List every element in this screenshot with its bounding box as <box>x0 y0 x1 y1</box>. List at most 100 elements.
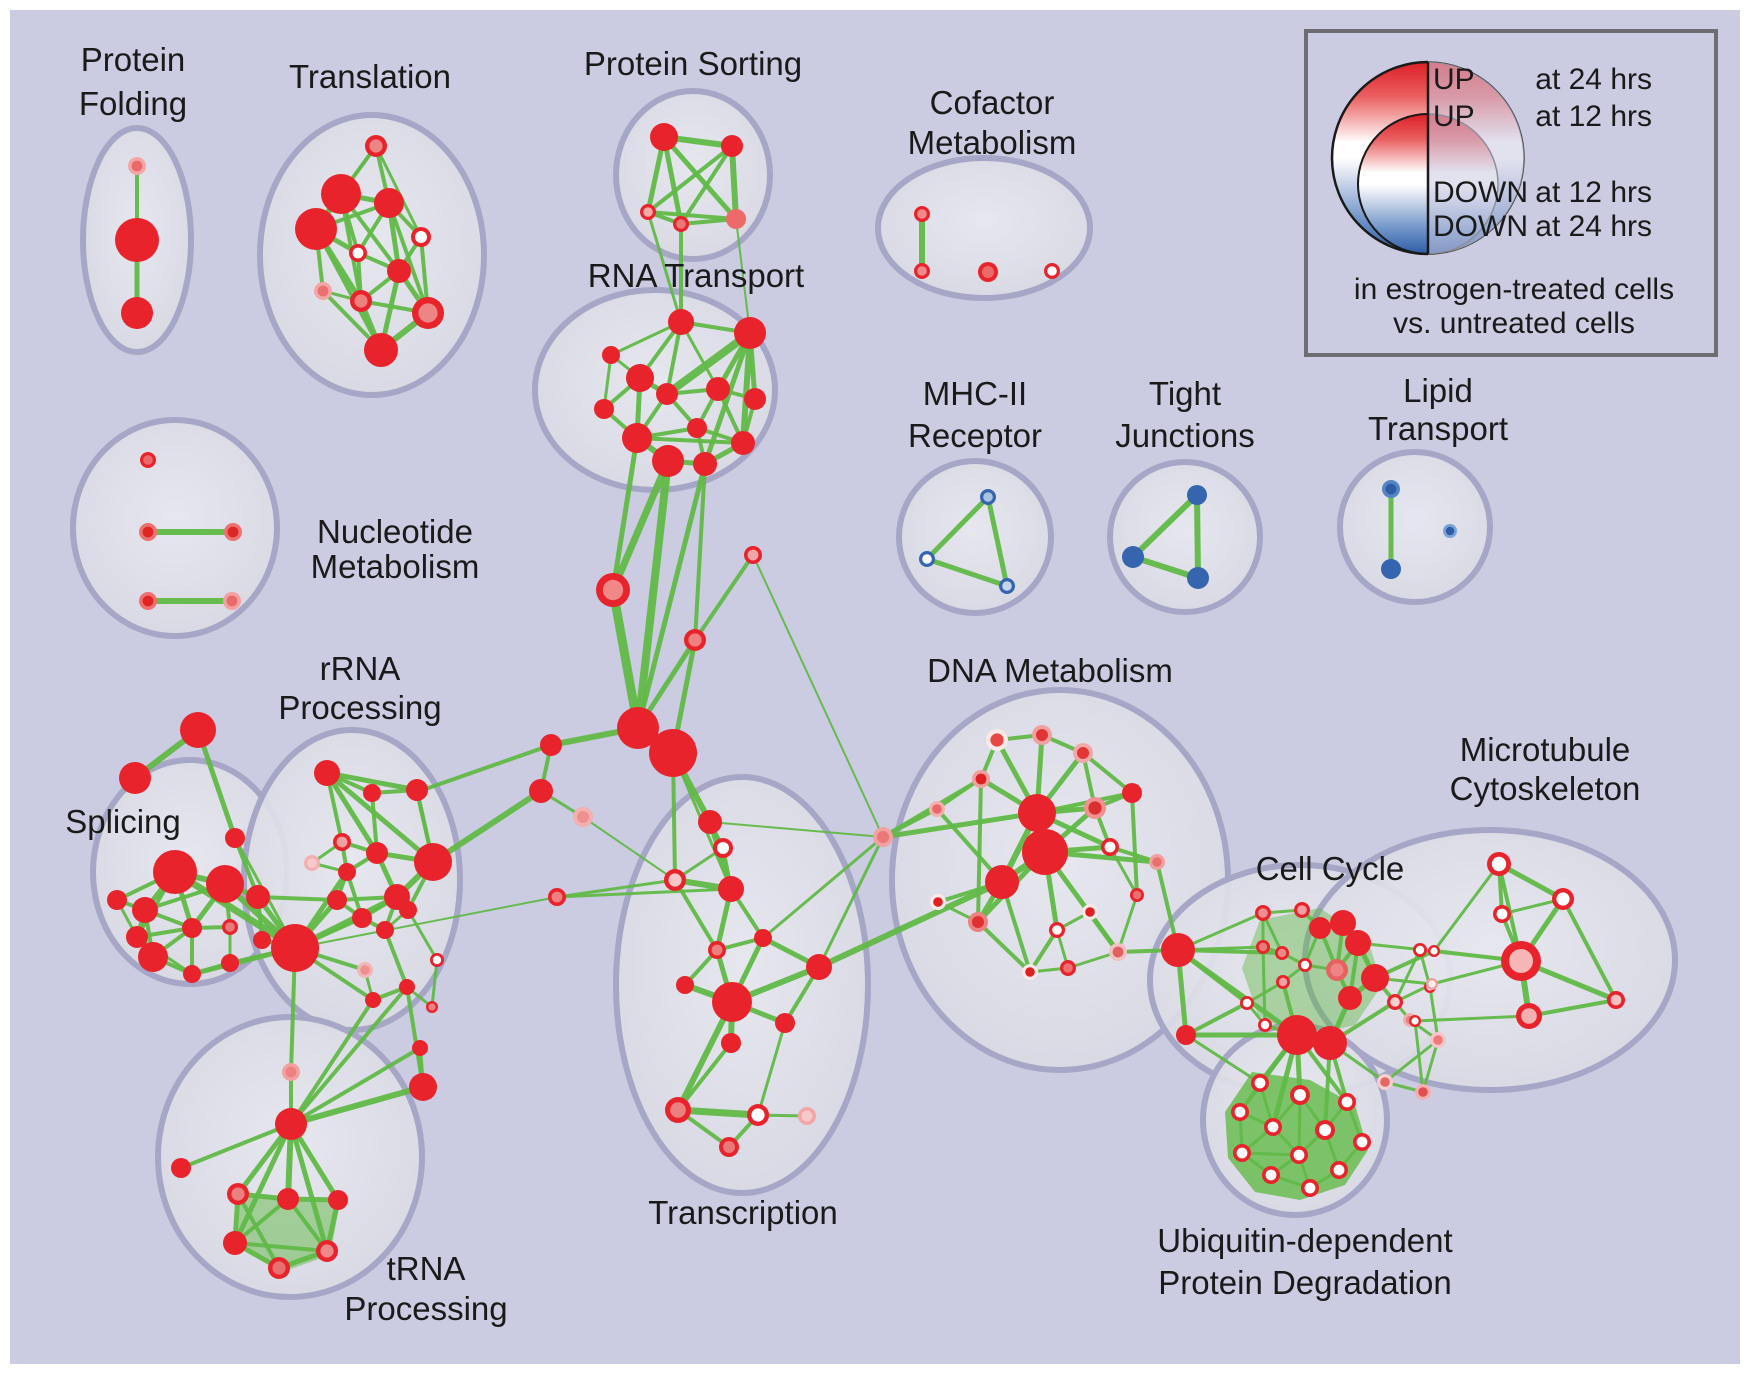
network-edge <box>709 821 884 838</box>
network-edge <box>1130 791 1139 897</box>
network-node-lt1 <box>1382 480 1400 498</box>
network-node-tr1 <box>698 810 722 834</box>
cluster-label-microtubule-cytoskeleton-line1: Cytoskeleton <box>1450 770 1641 807</box>
network-edge <box>1184 1001 1249 1037</box>
network-node-mt6 <box>1607 991 1625 1009</box>
legend-outer-left-outline <box>1330 60 1429 256</box>
network-edge <box>1130 492 1200 560</box>
node-outer-ring <box>1187 485 1207 505</box>
network-node-s3 <box>132 897 158 923</box>
node-outer-ring <box>295 208 337 250</box>
network-node-u1 <box>1251 1074 1269 1092</box>
network-edge <box>1175 947 1300 1038</box>
node-inner-core <box>1330 963 1344 977</box>
network-node-r7 <box>338 863 356 881</box>
cluster-label-ubiquitin-degradation-line1: Protein Degradation <box>1158 1264 1452 1301</box>
node-outer-ring <box>271 924 319 972</box>
node-outer-ring <box>180 712 216 748</box>
network-edge <box>985 494 1010 589</box>
network-node-cc20 <box>1176 1025 1196 1045</box>
network-edge <box>693 553 755 642</box>
network-node-dm14 <box>968 912 988 932</box>
network-node-dmb <box>873 827 893 847</box>
node-outer-ring <box>275 1108 307 1140</box>
node-outer-ring <box>363 784 381 802</box>
network-node-k8 <box>268 1257 290 1279</box>
network-node-cc12 <box>1256 940 1270 954</box>
network-node-dm10 <box>985 865 1019 899</box>
node-outer-ring <box>806 954 832 980</box>
node-outer-ring <box>1022 829 1068 875</box>
node-inner-core <box>751 1108 765 1122</box>
node-outer-ring <box>1122 546 1144 568</box>
network-node-dm9 <box>1022 829 1068 875</box>
node-inner-core <box>1297 905 1307 915</box>
node-inner-core <box>551 891 563 903</box>
network-node-t2 <box>321 174 361 214</box>
cluster-ellipse-lipid-transport <box>1337 449 1493 605</box>
network-edge <box>288 1121 330 1254</box>
node-inner-core <box>1356 1136 1368 1148</box>
node-inner-core <box>1415 945 1425 955</box>
network-edge <box>610 435 640 593</box>
network-node-t7 <box>387 259 411 283</box>
node-inner-core <box>231 1187 245 1201</box>
network-edge <box>1428 985 1440 1042</box>
network-edge <box>555 878 677 899</box>
node-outer-ring <box>656 383 678 405</box>
cluster-label-mhc-ii-receptor-line0: MHC-II <box>923 375 1027 412</box>
node-outer-ring <box>338 863 356 881</box>
cluster-label-transcription-line0: Transcription <box>648 1194 838 1231</box>
network-node-t8 <box>314 282 332 300</box>
node-inner-core <box>1132 890 1142 900</box>
node-outer-ring <box>408 783 426 801</box>
node-inner-core <box>1411 1017 1419 1025</box>
node-inner-core <box>1036 729 1048 741</box>
network-node-tj1 <box>1187 485 1207 505</box>
node-inner-core <box>717 842 729 854</box>
node-outer-ring <box>223 1231 247 1255</box>
node-outer-ring <box>1381 559 1401 579</box>
node-inner-core <box>917 209 927 219</box>
network-edge <box>1261 945 1267 1027</box>
node-inner-core <box>285 1066 297 1078</box>
legend-time-label: at 12 hrs <box>1535 100 1652 133</box>
network-edge <box>924 556 1010 589</box>
node-outer-ring <box>387 259 411 283</box>
network-node-cc6 <box>1361 964 1389 992</box>
node-outer-ring <box>668 309 694 335</box>
cluster-label-tight-junctions-line0: Tight <box>1149 375 1221 412</box>
cluster-label-cofactor-metabolism-line0: Cofactor <box>930 84 1055 121</box>
network-node-mt8 <box>1426 978 1438 990</box>
network-edge <box>756 1021 787 1117</box>
node-outer-ring <box>687 418 707 438</box>
node-inner-core <box>1496 908 1508 920</box>
network-edge <box>729 143 739 222</box>
network-node-r18 <box>426 1001 438 1013</box>
node-inner-core <box>1085 907 1095 917</box>
network-edge <box>924 494 991 562</box>
node-outer-ring <box>649 729 697 777</box>
network-edge <box>635 436 745 445</box>
node-outer-ring <box>1161 933 1195 967</box>
node-inner-core <box>670 1102 686 1118</box>
legend-inner-left-outline <box>1357 113 1429 255</box>
network-edge <box>1383 1038 1440 1084</box>
cluster-label-rrna-processing-line0: rRNA <box>320 650 401 687</box>
network-edge <box>294 896 558 949</box>
node-outer-ring <box>115 218 159 262</box>
network-node-tj3 <box>1187 567 1209 589</box>
legend-direction-label: UP <box>1433 100 1475 133</box>
node-inner-core <box>428 1003 436 1011</box>
network-node-cc1 <box>1255 905 1271 921</box>
node-inner-core <box>932 804 942 814</box>
node-outer-ring <box>121 297 153 329</box>
node-outer-ring <box>1277 1015 1317 1055</box>
node-inner-core <box>1047 266 1057 276</box>
network-node-cc10 <box>1275 946 1289 960</box>
node-outer-ring <box>376 921 394 939</box>
node-outer-ring <box>652 445 684 477</box>
network-node-dm3 <box>1073 743 1093 763</box>
network-node-t4 <box>295 208 337 250</box>
node-inner-core <box>336 836 348 848</box>
